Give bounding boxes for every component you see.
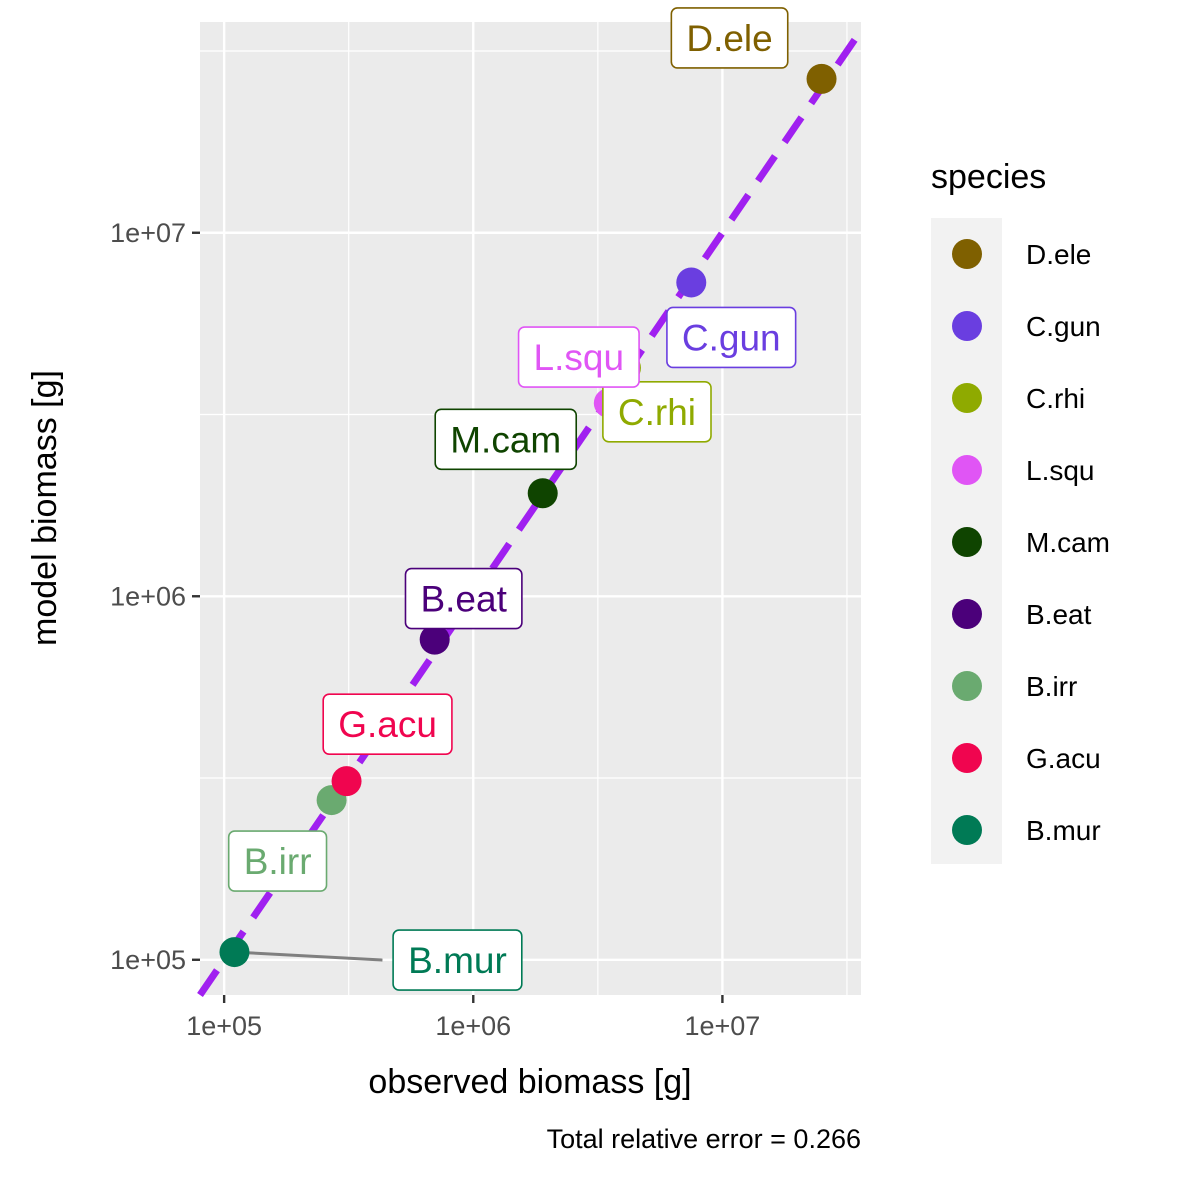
y-axis-title: model biomass [g] (26, 370, 64, 646)
legend-label: G.acu (1026, 743, 1101, 774)
legend-label: M.cam (1026, 527, 1110, 558)
label-connector (234, 950, 383, 962)
legend-label: L.squ (1026, 455, 1095, 486)
legend-key (952, 527, 982, 557)
data-point (527, 478, 558, 509)
x-tick-label: 1e+07 (684, 1011, 760, 1041)
data-point (806, 63, 837, 94)
label-connectors (234, 950, 383, 962)
point-label-text: B.eat (420, 579, 507, 620)
point-label: C.rhi (602, 381, 712, 443)
legend-key (952, 311, 982, 341)
point-label: B.irr (227, 830, 328, 892)
point-label: B.mur (392, 929, 523, 991)
grid-lines (200, 22, 861, 995)
point-label: L.squ (517, 326, 640, 388)
point-label-box (666, 306, 797, 369)
legend-key (952, 239, 982, 269)
legend-key (952, 743, 982, 773)
point-label: M.cam (434, 408, 578, 471)
y-tick-label: 1e+06 (110, 581, 186, 611)
legend-label: C.rhi (1026, 383, 1085, 414)
point-label-text: D.ele (686, 18, 772, 59)
data-point (419, 624, 450, 655)
legend-label: D.ele (1026, 239, 1091, 270)
x-tick-label: 1e+05 (186, 1011, 262, 1041)
legend-key (952, 599, 982, 629)
legend-label: C.gun (1026, 311, 1101, 342)
legend-label: B.irr (1026, 671, 1077, 702)
data-point (676, 267, 707, 298)
axes: 1e+05 1e+06 1e+07 1e+05 1e+06 1e+07 (110, 218, 760, 1041)
legend-key (952, 815, 982, 845)
point-label-text: C.gun (682, 317, 781, 358)
legend-label: B.eat (1026, 599, 1092, 630)
point-labels: D.ele C.gun C.rhi L.squ M.cam B.eat B.irr G.acu… (227, 7, 797, 991)
point-label-box (227, 830, 328, 892)
x-tick-label: 1e+06 (435, 1011, 511, 1041)
y-tick-label: 1e+07 (110, 218, 186, 248)
point-label-text: G.acu (338, 704, 437, 745)
point-label-text: C.rhi (618, 392, 696, 433)
x-axis-title: observed biomass [g] (368, 1063, 691, 1101)
point-label-box (392, 929, 523, 991)
point-label-box (404, 567, 523, 630)
legend-label: B.mur (1026, 815, 1101, 846)
legend-key (952, 455, 982, 485)
point-label: B.eat (404, 567, 523, 630)
point-label-box (517, 326, 640, 388)
point-label-text: B.irr (244, 841, 312, 882)
point-label-text: L.squ (534, 337, 625, 378)
data-point (331, 766, 362, 797)
point-label-box (434, 408, 578, 471)
point-label: D.ele (670, 7, 789, 69)
caption: Total relative error = 0.266 (547, 1124, 861, 1154)
point-label: C.gun (666, 306, 797, 369)
point-label-box (602, 381, 712, 443)
legend-key (952, 671, 982, 701)
y-tick-label: 1e+05 (110, 945, 186, 975)
point-label-text: M.cam (450, 419, 561, 460)
point-label-text: B.mur (408, 940, 507, 981)
point-label-box (670, 7, 789, 69)
data-point (219, 937, 250, 968)
legend-title: species (931, 158, 1046, 196)
point-label-box (322, 693, 453, 755)
point-label: G.acu (322, 693, 453, 755)
legend: D.ele C.gun C.rhi L.squ M.cam B.eat B.irr G.acu… (952, 239, 1110, 846)
legend-key (952, 383, 982, 413)
